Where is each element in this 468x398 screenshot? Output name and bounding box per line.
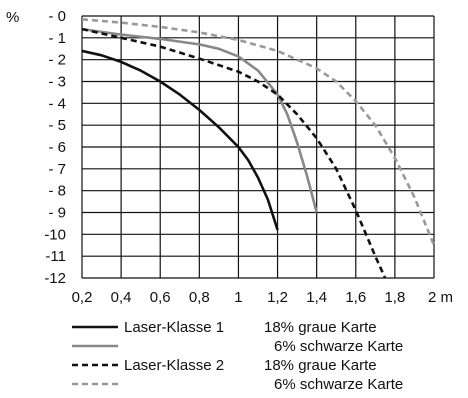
legend-desc: 18% graue Karte (264, 357, 377, 374)
x-tick-labels: 0,2 0,4 0,6 0,8 1 1,2 1,4 1,6 1,8 2 m (72, 289, 453, 306)
legend-swatch-solid-black (72, 325, 118, 329)
grid (81, 15, 435, 279)
y-tick-label: - 4 (48, 95, 66, 112)
x-tick-label: 1 (234, 289, 242, 306)
x-tick-label: 1,2 (267, 289, 288, 306)
x-tick-label: 0,2 (72, 289, 93, 306)
y-tick-label: - 9 (48, 205, 66, 222)
legend-label: Laser-Klasse 1 (124, 319, 225, 336)
y-unit-label: % (6, 9, 19, 26)
legend-item-laser-1-grey: Laser-Klasse 1 18% graue Karte (68, 318, 448, 337)
y-tick-label: -10 (44, 226, 66, 243)
y-tick-label: - 2 (48, 52, 66, 69)
x-tick-label: 2 m (428, 289, 453, 306)
y-tick-labels: - 0 - 1 - 2 - 3 - 4 - 5 - 6 - 7 - 8 - 9 -10 -11 -12 (44, 8, 66, 287)
y-tick-label: - 8 (48, 183, 66, 200)
x-tick-label: 1,4 (306, 289, 327, 306)
legend-item-laser-1-black: 6% schwarze Karte (68, 337, 448, 356)
series-line-4 (82, 18, 436, 246)
y-tick-label: - 0 (48, 8, 66, 25)
x-tick-label: 1,8 (384, 289, 405, 306)
legend-item-laser-2-grey: Laser-Klasse 2 18% graue Karte (68, 356, 448, 375)
series-group (82, 18, 436, 278)
x-tick-label: 0,6 (150, 289, 171, 306)
y-tick-label: -11 (45, 248, 66, 265)
series-line-1 (82, 49, 279, 231)
x-tick-label: 1,6 (345, 289, 366, 306)
range-chart: % - 0 - 1 - 2 - 3 - 4 - 5 - 6 - 7 - 8 - 9 -10 -11 -1… (6, 8, 453, 306)
series-line-2 (82, 27, 318, 213)
legend-item-laser-2-black: 6% schwarze Karte (68, 375, 448, 394)
legend-desc: 18% graue Karte (264, 319, 377, 336)
series-line-3 (82, 27, 387, 278)
legend-swatch-solid-grey (72, 344, 118, 348)
legend-swatch-dashed-grey (72, 382, 118, 386)
y-tick-label: - 5 (48, 117, 66, 134)
y-tick-label: -12 (44, 270, 66, 287)
legend-swatch-dashed-black (72, 363, 118, 367)
legend-desc: 6% schwarze Karte (274, 376, 404, 393)
y-tick-label: - 3 (48, 74, 66, 91)
legend: Laser-Klasse 1 18% graue Karte 6% schwar… (68, 318, 448, 394)
x-tick-label: 0,8 (189, 289, 210, 306)
x-tick-label: 0,4 (111, 289, 132, 306)
y-tick-label: - 1 (48, 30, 66, 47)
legend-desc: 6% schwarze Karte (274, 338, 404, 355)
y-tick-label: - 6 (48, 139, 66, 156)
legend-label: Laser-Klasse 2 (124, 357, 225, 374)
y-tick-label: - 7 (48, 161, 66, 178)
